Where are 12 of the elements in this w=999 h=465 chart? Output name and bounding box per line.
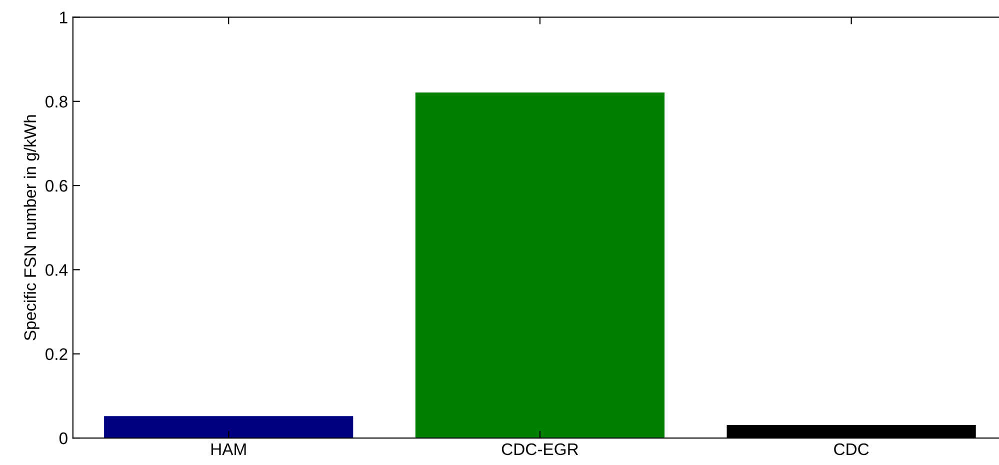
bar bbox=[104, 416, 354, 438]
y-tick-label: 0 bbox=[59, 432, 68, 444]
y-axis-title: Specific FSN number in g/kWh bbox=[24, 115, 40, 340]
y-tick-label: 0.6 bbox=[46, 180, 68, 192]
y-tick-label: 0.2 bbox=[46, 348, 68, 360]
x-tick-label: CDC-EGR bbox=[502, 443, 578, 456]
x-tick-label: CDC bbox=[834, 443, 869, 456]
x-tick-label: HAM bbox=[211, 444, 246, 455]
y-tick-label: 1 bbox=[60, 12, 68, 24]
y-tick-label: 0.8 bbox=[46, 96, 68, 108]
bar bbox=[415, 92, 664, 438]
y-tick-label: 0.4 bbox=[46, 264, 68, 276]
